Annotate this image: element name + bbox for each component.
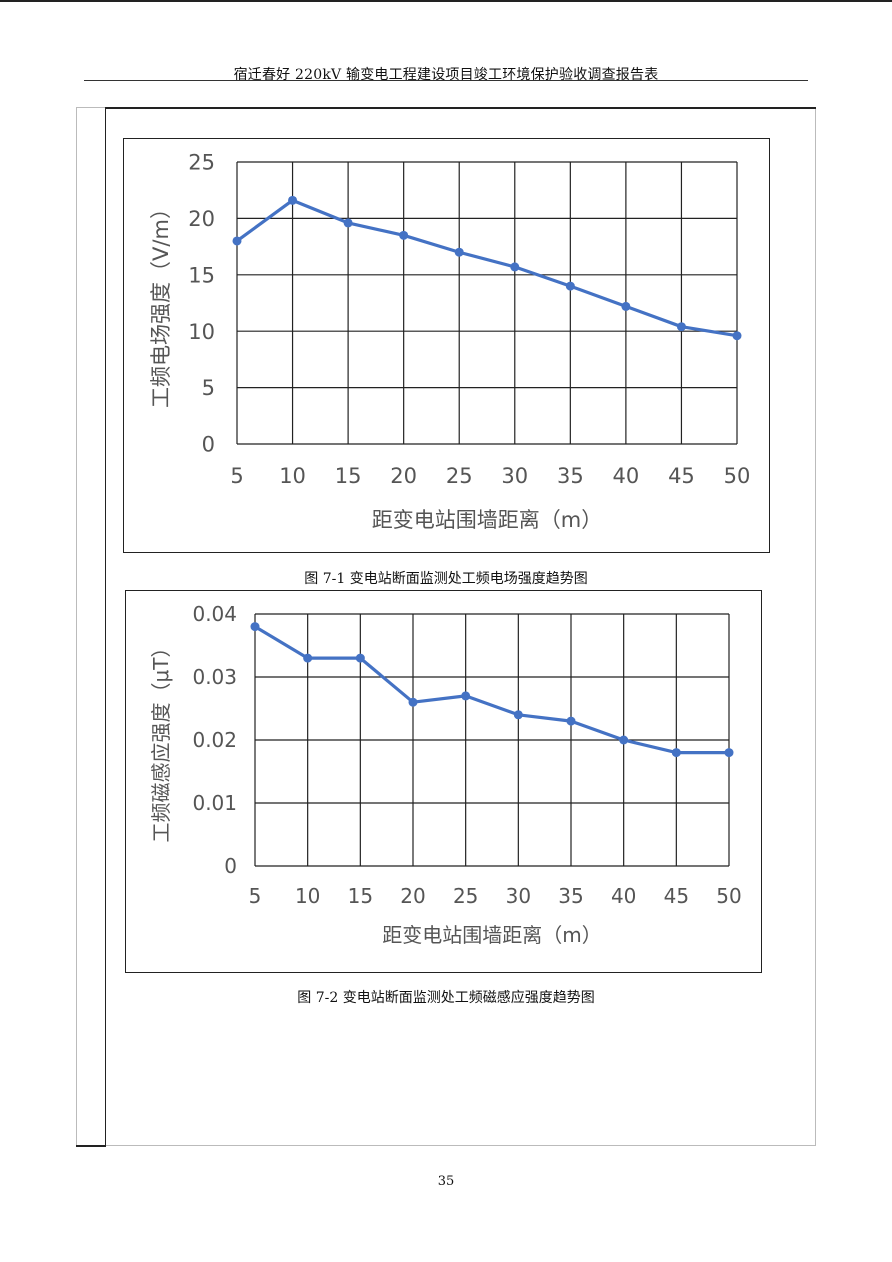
data-point: [399, 230, 409, 240]
y-tick-label: 0.03: [192, 665, 237, 689]
magnetic-induction-chart: 0 0.01 0.02 0.03 0.04 5 10 15 20 25 30 35 40 45 50 距变电站…: [125, 590, 762, 973]
x-tick-label: 50: [716, 884, 741, 908]
data-point: [250, 622, 260, 632]
data-point: [343, 218, 353, 228]
data-point: [288, 195, 298, 205]
y-tick-label: 0: [224, 854, 237, 878]
x-tick-label: 20: [400, 884, 425, 908]
x-tick-label: 15: [335, 464, 362, 488]
data-point: [676, 322, 686, 332]
header-rule: [84, 80, 808, 81]
data-point: [671, 748, 681, 758]
data-point: [566, 716, 576, 726]
x-tick-label: 25: [453, 884, 478, 908]
page-number: 35: [437, 1174, 455, 1189]
data-point: [355, 653, 365, 663]
x-axis-title: 距变电站围墙距离（m）: [372, 508, 602, 532]
x-tick-label: 40: [611, 884, 636, 908]
x-tick-label: 30: [501, 464, 528, 488]
x-tick-label: 25: [446, 464, 473, 488]
data-point: [513, 710, 523, 720]
data-point: [454, 247, 464, 257]
x-tick-label: 5: [230, 464, 243, 488]
y-tick-label: 5: [202, 376, 215, 400]
x-tick-label: 45: [668, 464, 695, 488]
data-point: [621, 301, 631, 311]
data-point: [724, 748, 734, 758]
data-point: [619, 735, 629, 745]
x-tick-label: 15: [348, 884, 373, 908]
data-point: [232, 236, 242, 246]
table-bottom-stub: [76, 1145, 106, 1147]
y-tick-label: 0: [202, 433, 215, 457]
page-header-title: 宿迁春好 220kV 输变电工程建设项目竣工环境保护验收调查报告表: [233, 67, 659, 83]
x-tick-label: 30: [506, 884, 531, 908]
y-axis-title: 工频磁感应强度（μT）: [149, 638, 173, 843]
y-tick-label: 15: [188, 263, 215, 287]
data-point: [303, 653, 313, 663]
series-line: [236, 198, 738, 338]
data-point: [461, 691, 471, 701]
page-top-rule: [0, 0, 892, 2]
y-tick-label: 20: [188, 207, 215, 231]
data-point: [408, 697, 418, 707]
figure-7-1-caption: 图 7-1 变电站断面监测处工频电场强度趋势图: [304, 571, 588, 587]
y-tick-label: 25: [188, 151, 215, 175]
magnetic-induction-chart-svg: 0 0.01 0.02 0.03 0.04 5 10 15 20 25 30 35 40 45 50 距变电站…: [149, 602, 742, 947]
x-tick-label: 5: [249, 884, 262, 908]
x-tick-label: 50: [724, 464, 751, 488]
x-tick-label: 40: [613, 464, 640, 488]
data-point: [510, 262, 520, 272]
x-axis-title: 距变电站围墙距离（m）: [382, 923, 601, 947]
figure-7-2-caption: 图 7-2 变电站断面监测处工频磁感应强度趋势图: [297, 990, 595, 1006]
table-top-border: [105, 107, 816, 109]
y-tick-label: 0.04: [192, 602, 237, 626]
data-point: [565, 281, 575, 291]
x-tick-label: 20: [390, 464, 417, 488]
y-tick-label: 0.01: [192, 791, 237, 815]
x-tick-label: 10: [279, 464, 306, 488]
series-line: [254, 625, 729, 755]
y-tick-label: 10: [188, 320, 215, 344]
x-tick-label: 45: [664, 884, 689, 908]
x-tick-label: 10: [295, 884, 320, 908]
table-left-border: [105, 107, 106, 1146]
y-tick-label: 0.02: [192, 728, 237, 752]
x-tick-label: 35: [558, 884, 583, 908]
y-axis-title: 工频电场强度（V/m）: [149, 198, 173, 408]
data-point: [732, 331, 742, 341]
electric-field-chart: 0 5 10 15 20 25 5 10 15 20 25 30 35 40 45 50 距变电站围墙距离（m）…: [123, 138, 770, 553]
x-tick-label: 35: [557, 464, 584, 488]
